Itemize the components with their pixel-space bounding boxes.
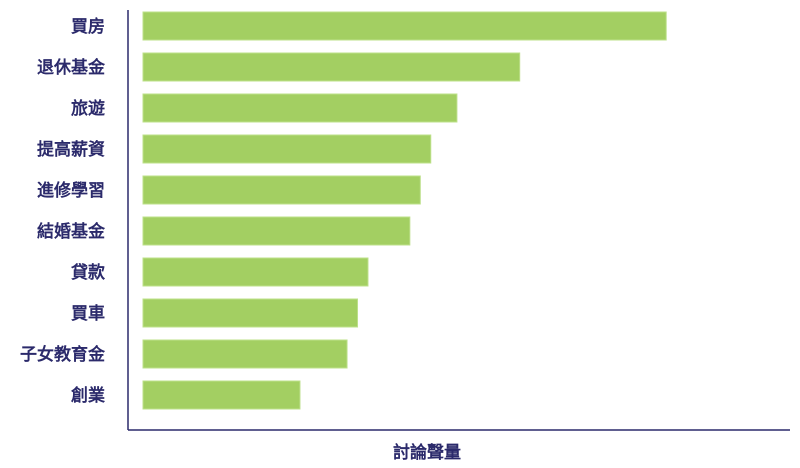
x-axis-label: 討論聲量 — [393, 442, 461, 463]
bar — [142, 257, 369, 287]
y-tick-label: 旅遊 — [71, 98, 105, 119]
bar — [142, 11, 667, 41]
y-tick-label: 退休基金 — [37, 57, 106, 78]
bar — [142, 380, 301, 410]
bar — [142, 216, 411, 246]
y-tick-label: 子女教育金 — [20, 344, 106, 365]
y-tick-label: 結婚基金 — [37, 221, 106, 242]
y-tick-label: 提高薪資 — [37, 139, 105, 160]
bar — [142, 339, 348, 369]
bar — [142, 134, 432, 164]
y-tick-label: 貸款 — [70, 262, 106, 283]
bar — [142, 298, 359, 328]
bar — [142, 93, 458, 123]
bar — [142, 52, 521, 82]
y-tick-label: 創業 — [70, 385, 105, 406]
y-tick-label: 買房 — [71, 16, 105, 37]
y-tick-label: 進修學習 — [37, 180, 105, 201]
y-tick-label: 買車 — [71, 303, 105, 324]
bar — [142, 175, 421, 205]
